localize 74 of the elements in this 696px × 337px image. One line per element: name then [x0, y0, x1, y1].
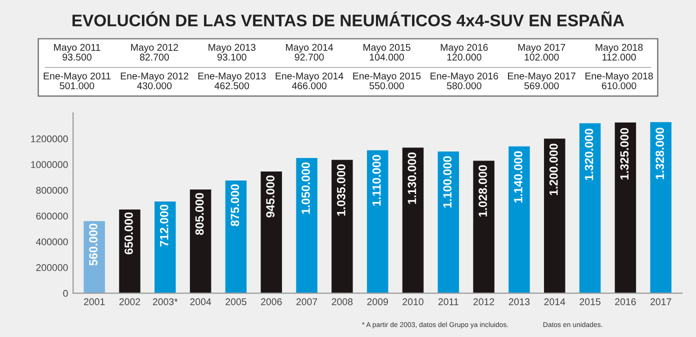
- text: Ene-Mayo 2013 462.500: [198, 72, 266, 90]
- bar: [296, 158, 318, 294]
- text: Ene-Mayo 2017 569.000: [508, 72, 576, 90]
- text: Ene-Mayo 2018 610.000: [585, 72, 653, 90]
- bar: [190, 190, 212, 294]
- bar: [473, 160, 494, 294]
- y-tick-label: 200000: [36, 264, 68, 272]
- x-tick-label: 2009: [367, 298, 388, 306]
- chart-title: EVOLUCIÓN DE LAS VENTAS DE NEUMÁTICOS 4x4-SUV EN ESPAÑA: [72, 11, 624, 26]
- text: Mayo 2017 102.000: [518, 44, 566, 61]
- data-label: 650.000: [124, 212, 133, 254]
- bar: [438, 152, 460, 294]
- text: Mayo 2014 92.700: [286, 44, 334, 61]
- y-tick-label: 800000: [36, 186, 68, 194]
- data-label: 560.000: [89, 224, 98, 266]
- text: Ene-Mayo 2014 466.000: [276, 72, 344, 90]
- x-tick-label: 2010: [402, 298, 424, 306]
- x-tick-label: 2008: [332, 298, 353, 306]
- text: Ene-Mayo 2012 430.000: [120, 72, 188, 90]
- bar: [260, 171, 282, 294]
- bar: [579, 123, 601, 294]
- text: Ene-Mayo 2016 580.000: [430, 72, 498, 90]
- y-tick-label: 1200000: [31, 135, 68, 142]
- bar: [332, 160, 353, 294]
- x-tick-label: 2013: [508, 298, 530, 306]
- data-label: 1.328.000: [656, 128, 664, 180]
- data-label: 1.035.000: [336, 164, 346, 216]
- x-tick-label: 2011: [438, 298, 458, 306]
- x-tick-label: 2003*: [152, 298, 178, 306]
- bar: [366, 150, 388, 294]
- data-label: 1.325.000: [620, 128, 629, 180]
- data-label: 1.110.000: [372, 155, 381, 206]
- y-tick-label: 400000: [36, 238, 68, 246]
- x-tick-label: 2005: [226, 298, 246, 306]
- text: Mayo 2012 82.700: [131, 44, 178, 61]
- x-tick-label: 2017: [650, 298, 672, 306]
- x-tick-label: 2016: [615, 298, 636, 306]
- y-tick-label: 1000000: [31, 161, 68, 168]
- x-tick-label: 2015: [580, 298, 600, 306]
- data-label: 1.130.000: [408, 152, 416, 204]
- data-label: 805.000: [195, 193, 204, 235]
- text: Mayo 2016 120.000: [440, 44, 488, 61]
- x-tick-label: 2006: [261, 298, 282, 306]
- text: Ene-Mayo 2015 550.000: [353, 72, 421, 90]
- text: Mayo 2013 93.100: [208, 44, 256, 61]
- data-label: 1.100.000: [443, 156, 452, 208]
- bar: [119, 209, 140, 294]
- bar: [508, 146, 530, 294]
- data-label: 712.000: [160, 204, 168, 246]
- data-label: 875.000: [230, 184, 240, 226]
- text: Mayo 2018 112.000: [596, 44, 643, 61]
- data-label: 945.000: [266, 176, 275, 218]
- y-tick-label: 600000: [36, 212, 68, 220]
- bar: [402, 148, 424, 294]
- data-label: 1.028.000: [478, 165, 487, 217]
- data-label: 1.050.000: [302, 162, 310, 214]
- y-tick-label: 0: [63, 290, 68, 297]
- bar: [154, 201, 176, 294]
- data-label: 1.140.000: [514, 151, 522, 203]
- bar: [650, 122, 672, 294]
- bar: [544, 138, 566, 294]
- bar: [225, 180, 247, 294]
- x-tick-label: 2002: [119, 298, 140, 306]
- text: Ene-Mayo 2011 501.000: [44, 72, 110, 90]
- x-tick-label: 2012: [473, 298, 494, 306]
- bar: [614, 122, 636, 294]
- text: Mayo 2015 104.000: [363, 44, 410, 61]
- data-label: 1.200.000: [549, 144, 558, 196]
- x-tick-label: 2004: [190, 298, 212, 306]
- x-tick-label: 2014: [544, 298, 566, 306]
- x-tick-label: 2001: [84, 298, 105, 306]
- data-label: 1.320.000: [584, 128, 594, 180]
- x-tick-label: 2007: [296, 298, 318, 306]
- text: Mayo 2011 93.500: [54, 44, 100, 61]
